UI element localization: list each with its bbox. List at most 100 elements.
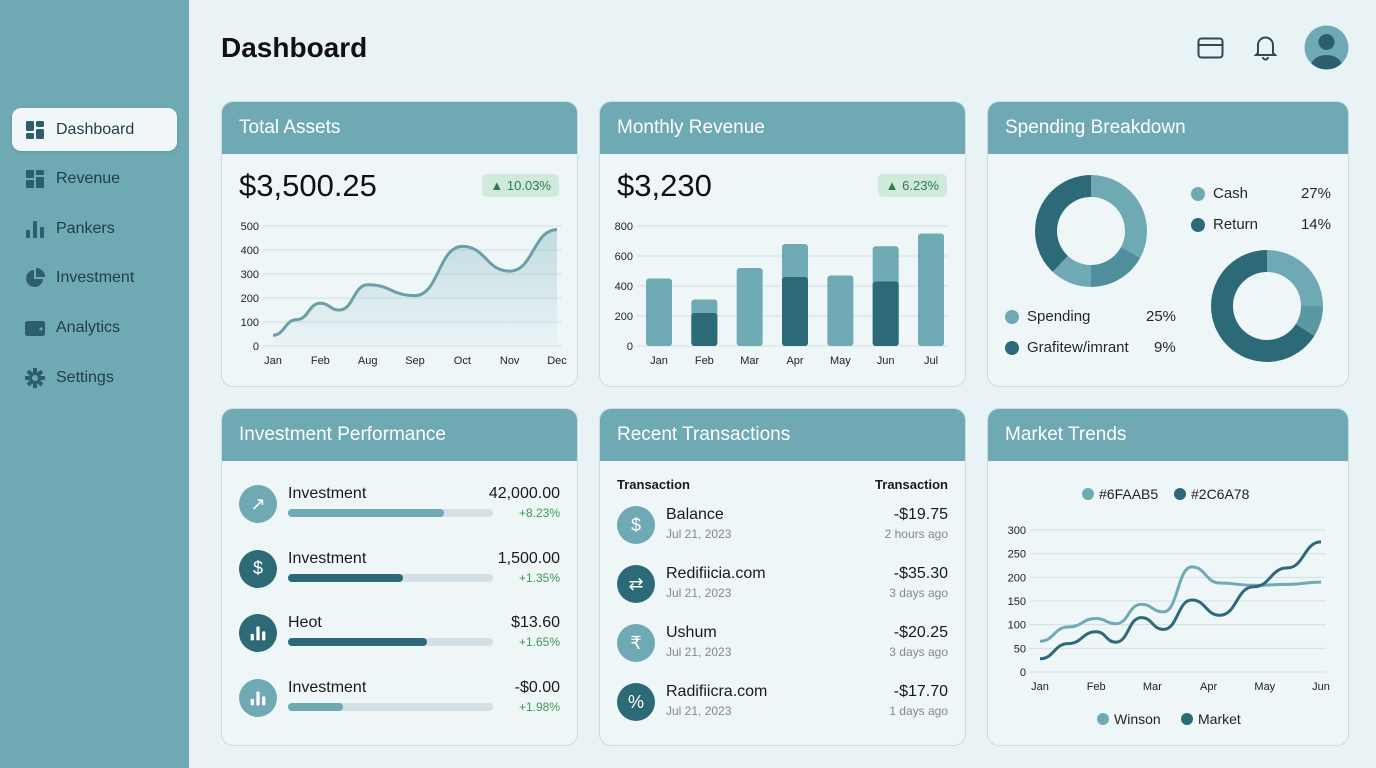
investment-change: +1.98% <box>518 699 560 714</box>
series-line <box>272 228 558 337</box>
transaction-row[interactable]: $ Balance Jul 21, 2023 -$19.75 2 hours a… <box>617 506 948 556</box>
legend-pct: 27% <box>1300 185 1331 202</box>
market-trends-card: Market Trends 0 50 100 150 200 250 300 Jan Feb Ma… <box>987 408 1349 746</box>
investment-row[interactable]: $ Investment 1,500.00 +1.35% <box>239 549 560 600</box>
legend-grafitew: Grafitew/imrant <box>1005 339 1129 356</box>
donut-chart-2 <box>1211 250 1323 362</box>
legend-label: Grafitew/imrant <box>1027 339 1129 356</box>
dashboard-icon <box>26 120 44 139</box>
bar <box>736 268 763 346</box>
x-tick-label: Mar <box>1143 681 1162 693</box>
total-assets-value: $3,500.25 <box>239 168 377 203</box>
market-chart: 0 50 100 150 200 250 300 Jan Feb Mar Apr May Jun #6FA… <box>1008 486 1330 727</box>
avatar[interactable] <box>1304 25 1349 70</box>
transaction-time: 3 days ago <box>889 586 948 600</box>
transaction-amount: -$19.75 <box>893 506 948 523</box>
sidebar-item-label: Dashboard <box>56 120 135 138</box>
bar <box>918 233 944 346</box>
trend-up-icon: ↗ <box>239 485 277 523</box>
investment-value: 1,500.00 <box>497 549 560 567</box>
transaction-name: Balance <box>666 506 724 523</box>
y-tick-label: 800 <box>615 221 633 233</box>
y-tick-label: 0 <box>627 341 633 353</box>
x-tick-label: Feb <box>1087 681 1106 693</box>
x-tick-label: Sep <box>405 355 425 367</box>
revenue-chart: 0 200 400 600 800 Jan Feb Mar Apr May Jun Jul <box>615 221 948 367</box>
change-badge: ▲ 6.23% <box>877 174 947 197</box>
assets-chart: 0 100 200 300 400 500 Jan Feb Aug Sep Oct Nov Dec <box>241 221 568 367</box>
legend-label: Market <box>1198 711 1241 727</box>
legend-dot <box>1181 713 1193 725</box>
bar-chart-icon <box>239 614 277 652</box>
monthly-revenue-value: $3,230 <box>617 168 712 203</box>
legend-dot <box>1005 309 1019 324</box>
legend-cash: Cash <box>1191 185 1248 202</box>
bar-chart-icon <box>239 678 277 717</box>
change-badge: ▲ 10.03% <box>482 174 559 197</box>
investment-value: -$0.00 <box>514 678 560 696</box>
x-tick-label: Feb <box>695 355 714 367</box>
investment-performance-card: Investment Performance ↗ Investment 42,0… <box>221 408 578 746</box>
card-icon[interactable] <box>1197 36 1224 60</box>
progress-bar <box>288 509 493 517</box>
investment-row[interactable]: ↗ Investment 42,000.00 +8.23% <box>239 485 560 535</box>
x-tick-label: Jan <box>1031 681 1049 693</box>
legend-label: Return <box>1213 216 1259 233</box>
transaction-name: Radifiicra.com <box>666 683 768 700</box>
sidebar-item-investment[interactable]: Investment <box>12 257 177 300</box>
legend-spending: Spending <box>1005 308 1090 325</box>
y-tick-label: 100 <box>1008 620 1026 632</box>
y-tick-label: 0 <box>1020 667 1026 679</box>
investment-name: Investment <box>288 678 367 696</box>
bar-chart-icon <box>26 220 44 238</box>
y-tick-label: 0 <box>253 341 259 353</box>
transfer-icon: ⇄ <box>617 565 655 603</box>
legend-dot <box>1174 488 1186 500</box>
bar <box>827 275 854 346</box>
x-tick-label: Jan <box>264 355 282 367</box>
sidebar-item-pankers[interactable]: Pankers <box>12 207 177 250</box>
dollar-icon: $ <box>239 549 277 588</box>
y-tick-label: 300 <box>241 269 259 281</box>
transaction-row[interactable]: ₹ Ushum Jul 21, 2023 -$20.25 3 days ago <box>617 624 948 674</box>
legend-label: Spending <box>1027 308 1091 325</box>
card-title: Spending Breakdown <box>988 102 1348 154</box>
dollar-icon: $ <box>617 506 655 544</box>
progress-bar <box>288 702 493 711</box>
x-tick-label: Dec <box>547 355 567 367</box>
y-tick-label: 300 <box>1008 525 1026 537</box>
sidebar-item-dashboard[interactable]: Dashboard <box>12 108 177 151</box>
x-tick-label: Jun <box>1312 681 1330 693</box>
transaction-time: 3 days ago <box>889 645 948 659</box>
x-tick-label: Jun <box>877 355 895 367</box>
transaction-row[interactable]: % Radifiicra.com Jul 21, 2023 -$17.70 1 … <box>617 683 948 733</box>
card-title: Monthly Revenue <box>600 102 965 154</box>
bell-icon[interactable] <box>1253 33 1278 61</box>
area-fill <box>273 229 557 346</box>
investment-change: +1.65% <box>518 635 560 649</box>
grid-icon <box>26 170 44 189</box>
progress-bar <box>288 638 493 646</box>
y-tick-label: 50 <box>1014 643 1026 655</box>
sidebar-item-revenue[interactable]: Revenue <box>12 158 177 201</box>
legend-dot <box>1191 217 1205 232</box>
investment-name: Investment <box>288 485 367 502</box>
y-tick-label: 200 <box>1008 572 1026 584</box>
x-tick-label: Mar <box>740 355 759 367</box>
y-tick-label: 500 <box>241 221 259 233</box>
donut-chart-1 <box>1035 175 1147 287</box>
sidebar-item-settings[interactable]: Settings <box>12 356 177 399</box>
transaction-date: Jul 21, 2023 <box>666 645 732 659</box>
legend-dot <box>1097 713 1109 725</box>
rupee-icon: ₹ <box>617 624 655 662</box>
investment-row[interactable]: Investment -$0.00 +1.98% <box>239 678 560 729</box>
monthly-revenue-card: Monthly Revenue $3,230 ▲ 6.23% 0 200 400 60… <box>599 101 966 387</box>
bar <box>691 313 718 346</box>
pie-chart-icon <box>26 268 45 288</box>
transaction-row[interactable]: ⇄ Redifiicia.com Jul 21, 2023 -$35.30 3 … <box>617 565 948 615</box>
investment-row[interactable]: Heot $13.60 +1.65% <box>239 614 560 664</box>
card-title: Total Assets <box>222 102 577 154</box>
transaction-amount: -$35.30 <box>893 565 948 582</box>
series-line-market <box>1039 540 1322 661</box>
sidebar-item-analytics[interactable]: Analytics <box>12 306 177 349</box>
